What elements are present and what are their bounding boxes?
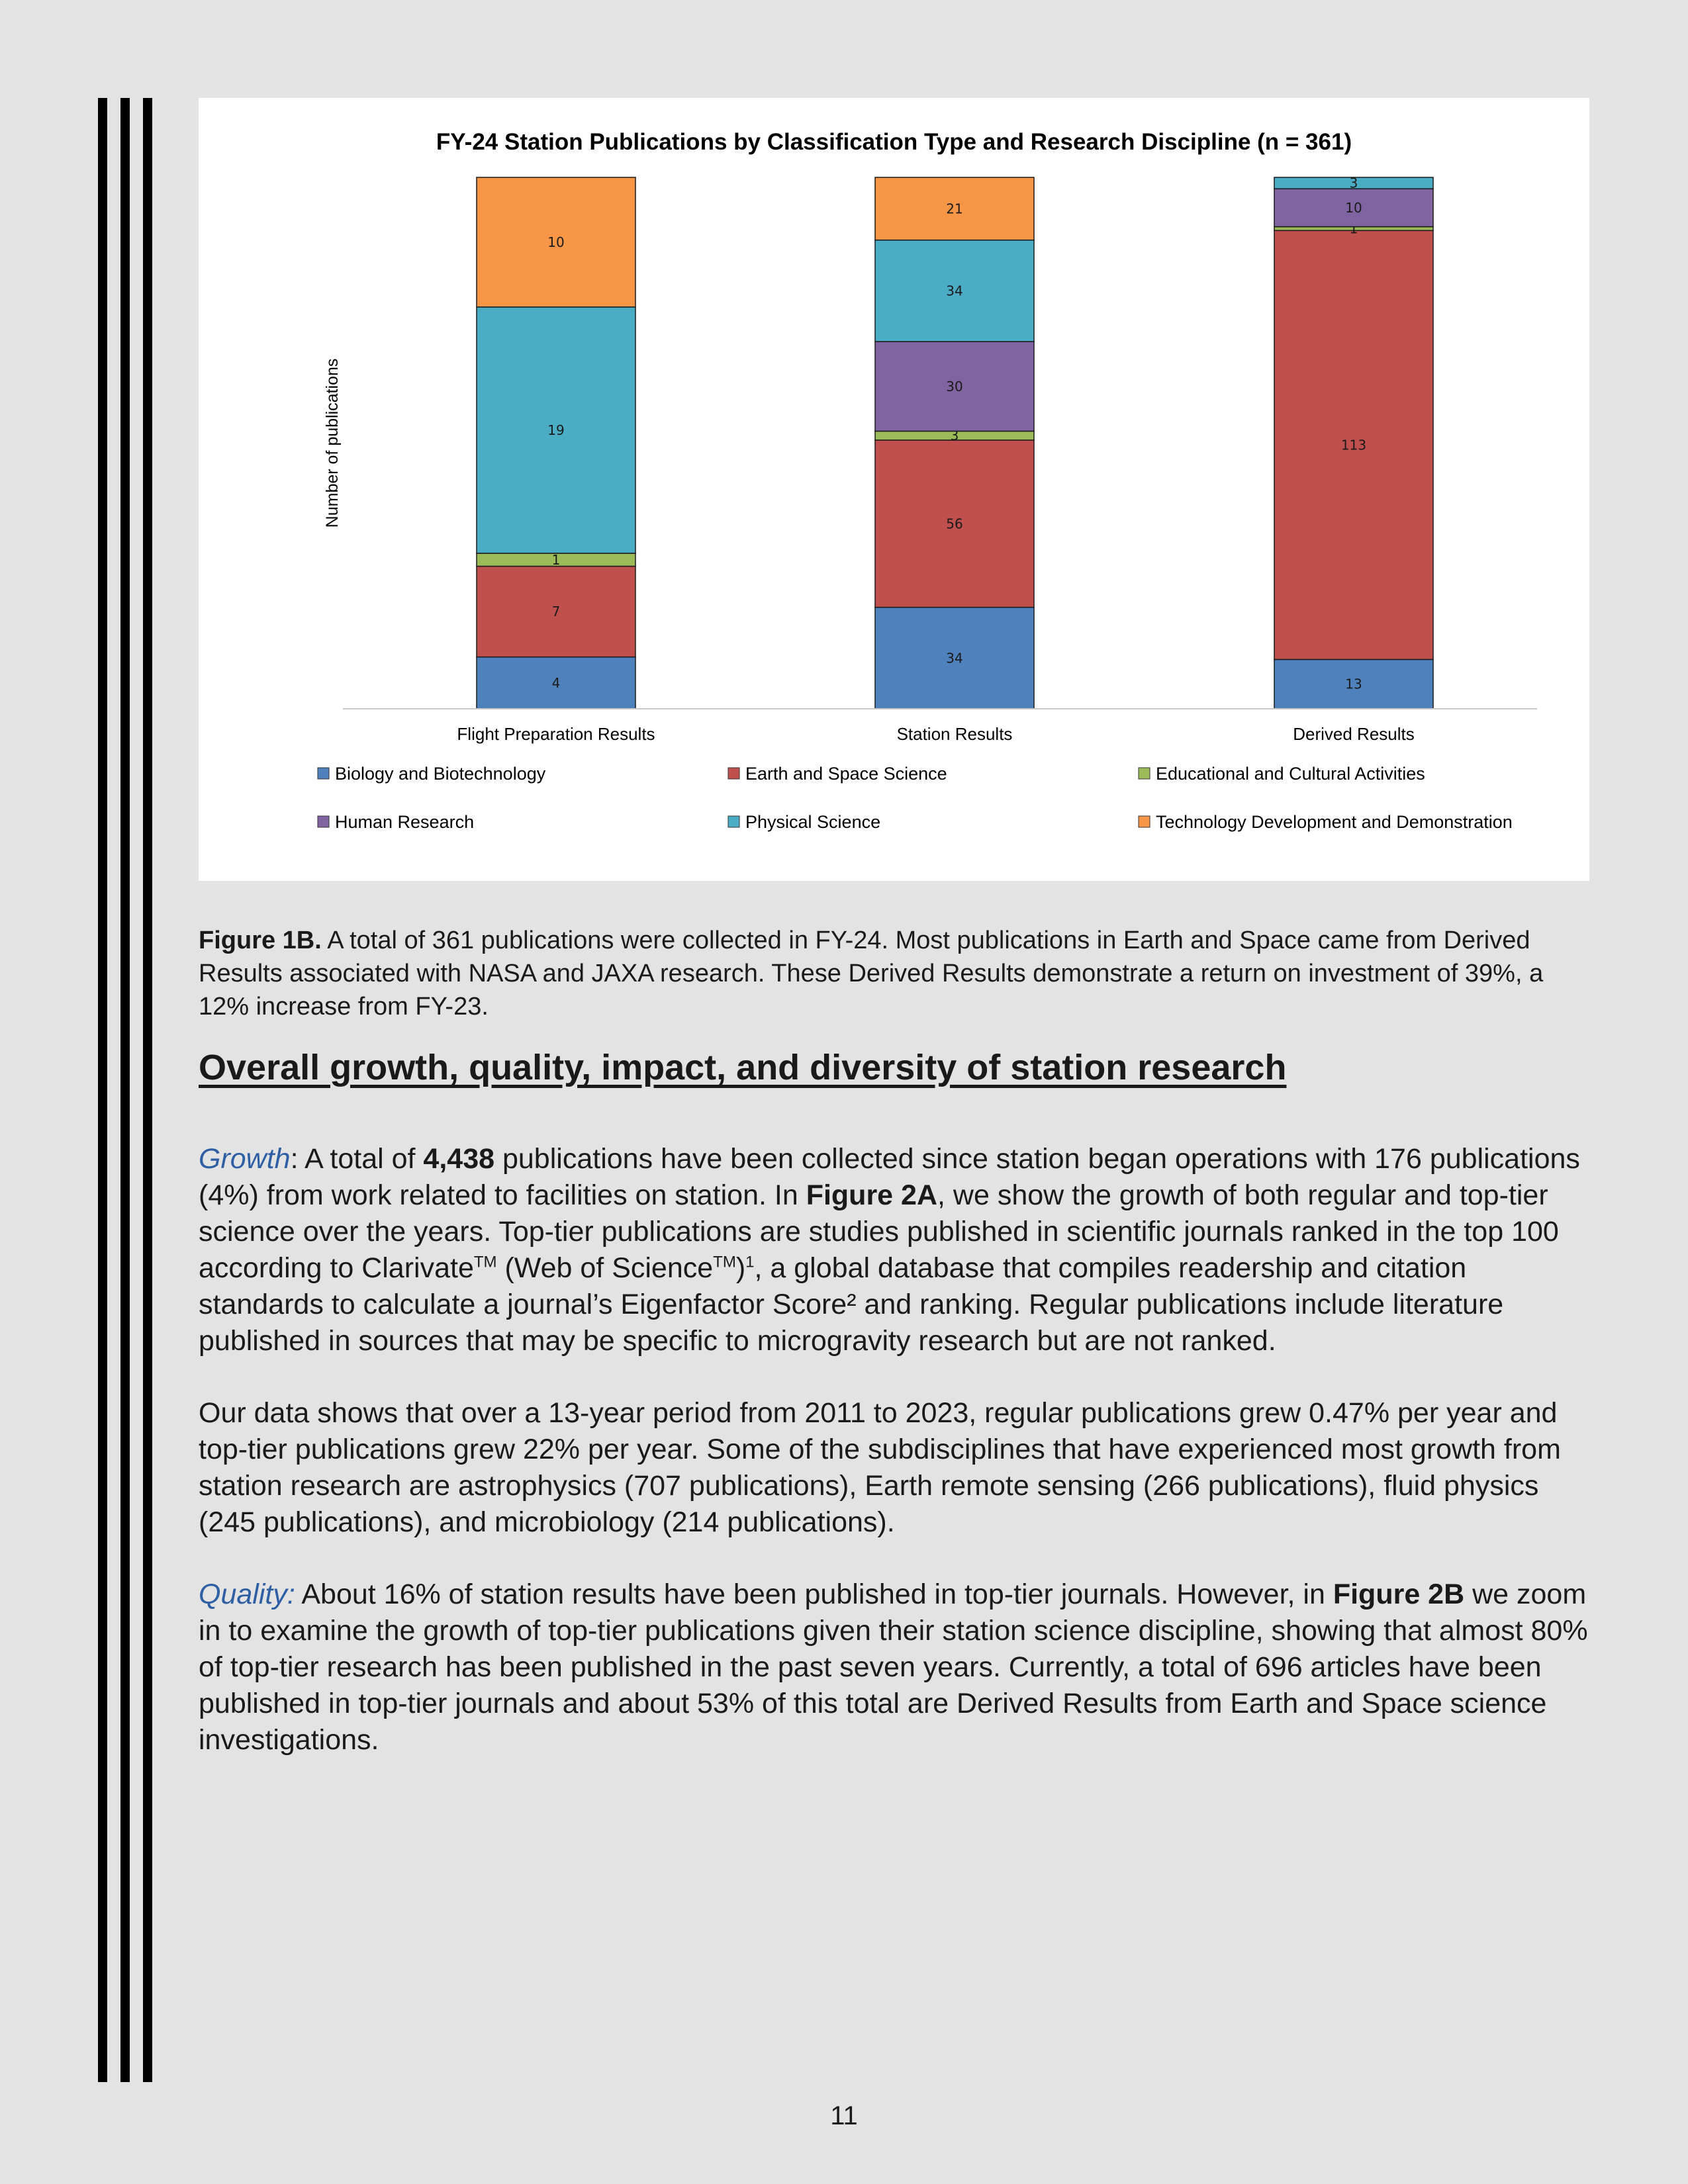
growth-text: (Web of Science	[496, 1252, 714, 1284]
data-label: 10	[547, 234, 564, 250]
quality-paragraph: Quality: About 16% of station results ha…	[199, 1576, 1595, 1758]
legend-swatch	[1138, 767, 1150, 780]
bar-segment	[476, 177, 636, 308]
legend-swatch	[727, 815, 740, 828]
x-tick-label: Station Results	[897, 724, 1013, 744]
growth-text: )	[735, 1252, 746, 1284]
data-label: 1	[552, 552, 561, 568]
data-label: 19	[547, 422, 564, 438]
margin-bar	[143, 98, 152, 2082]
page-number: 11	[830, 2101, 858, 2130]
chart-title: FY-24 Station Publications by Classifica…	[436, 129, 1352, 155]
growth-text: , we show the growth of both regular and…	[199, 1179, 1559, 1284]
trademark-mark: TM	[713, 1253, 736, 1271]
x-tick-label: Flight Preparation Results	[457, 724, 655, 744]
margin-bar	[98, 98, 107, 2082]
chart-figure: FY-24 Station Publications by Classifica…	[199, 98, 1589, 881]
legend-label: Human Research	[335, 812, 474, 832]
caption-label: Figure 1B.	[199, 927, 322, 954]
data-label: 7	[552, 604, 561, 619]
data-label: 30	[946, 379, 962, 394]
y-axis-label: Number of publications	[323, 359, 342, 528]
data-label: 21	[946, 201, 962, 216]
legend-label: Physical Science	[745, 812, 880, 832]
data-label: 10	[1345, 200, 1362, 216]
trademark-mark: TM	[473, 1253, 497, 1271]
caption-text: A total of 361 publications were collect…	[199, 927, 1544, 1021]
footnote-ref: 1	[745, 1253, 755, 1271]
bar-segment	[476, 656, 636, 709]
bar-segment	[1274, 188, 1434, 228]
margin-bar	[120, 98, 130, 2082]
data-label: 34	[946, 650, 962, 666]
legend-swatch	[1138, 815, 1150, 828]
bar-segment	[476, 565, 636, 658]
data-label: 56	[946, 516, 962, 531]
legend-label: Educational and Cultural Activities	[1156, 764, 1425, 784]
figure-2a-ref: Figure 2A	[806, 1179, 938, 1211]
growth-text: publications have been collected since s…	[199, 1143, 1580, 1211]
bar-segment	[476, 306, 636, 554]
legend-label: Biology and Biotechnology	[335, 764, 546, 784]
bar-segment	[874, 341, 1035, 432]
legend-label: Technology Development and Demonstration	[1156, 812, 1513, 832]
growth-paragraph: Growth: A total of 4,438 publications ha…	[199, 1141, 1595, 1359]
bar-segment	[874, 439, 1035, 608]
bar-segment	[1274, 177, 1434, 189]
figure-2b-ref: Figure 2B	[1333, 1578, 1465, 1610]
legend-label: Earth and Space Science	[745, 764, 947, 784]
bar-segment	[1274, 230, 1434, 660]
data-label: 3	[951, 428, 959, 443]
data-paragraph: Our data shows that over a 13-year perio…	[199, 1397, 1561, 1538]
data-label: 113	[1341, 437, 1366, 453]
growth-text: : A total of	[290, 1143, 424, 1175]
growth-text: , a global database that compiles reader…	[199, 1252, 1504, 1357]
quality-lead: Quality:	[199, 1578, 295, 1610]
bar-segment	[874, 239, 1035, 342]
growth-total: 4,438	[423, 1143, 495, 1175]
data-label: 4	[552, 675, 561, 691]
quality-text: About 16% of station results have been p…	[295, 1578, 1333, 1610]
bar-segment	[874, 177, 1035, 241]
data-label: 34	[946, 283, 962, 298]
growth-lead: Growth	[199, 1143, 291, 1175]
figure-caption: Figure 1B. A total of 361 publications w…	[199, 924, 1595, 1023]
legend-swatch	[317, 815, 330, 828]
stacked-bar-chart: FY-24 Station Publications by Classifica…	[317, 129, 1537, 832]
quality-text: we zoom in to examine the growth of top-…	[199, 1578, 1588, 1756]
section-heading: Overall growth, quality, impact, and div…	[199, 1048, 1287, 1087]
data-label: 13	[1345, 676, 1362, 692]
legend-swatch	[727, 767, 740, 780]
x-tick-label: Derived Results	[1293, 724, 1415, 744]
legend-swatch	[317, 767, 330, 780]
data-label: 3	[1350, 175, 1358, 191]
